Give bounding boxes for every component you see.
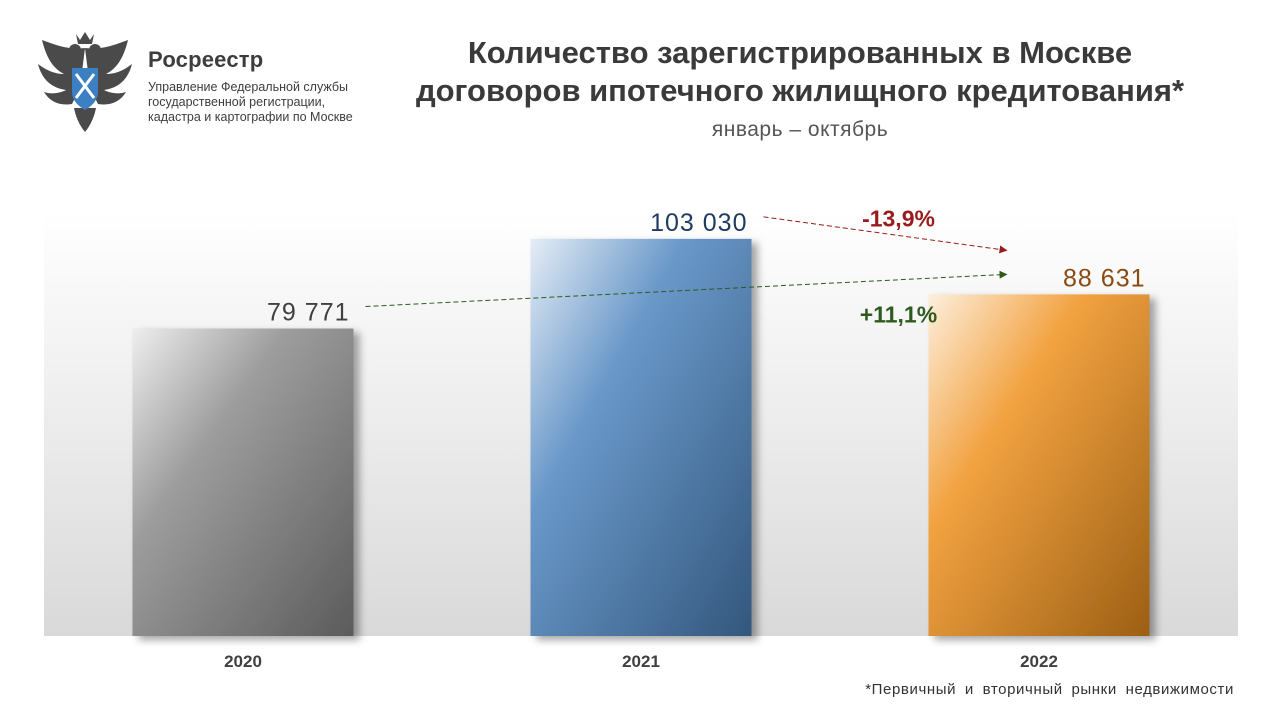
data-label-2021: 103 030 <box>650 209 747 237</box>
x-tick-label: 2021 <box>622 652 660 671</box>
bar-2022 <box>928 294 1150 636</box>
rosreestr-eagle-emblem-icon <box>38 32 132 132</box>
footnote: *Первичный и вторичный рынки недвижимост… <box>865 681 1234 698</box>
change-arrow <box>365 270 1008 308</box>
bar-2021 <box>530 238 752 636</box>
org-description: Управление Федеральной службы государств… <box>148 80 378 125</box>
change-annotation: +11,1% <box>860 301 937 327</box>
chart-title-line: договоров ипотечного жилищного кредитова… <box>415 73 1185 108</box>
data-label-2022: 88 631 <box>1063 264 1145 292</box>
x-tick-label: 2020 <box>224 652 262 671</box>
bar-2020 <box>132 328 354 636</box>
org-sub-line: государственной регистрации, <box>148 95 326 109</box>
change-annotation: -13,9% <box>862 205 935 231</box>
chart-subtitle: январь – октябрь <box>711 118 889 141</box>
change-arrow <box>763 216 1008 254</box>
chart-title-line: Количество зарегистрированных в Москве <box>467 35 1133 70</box>
chart-title: Количество зарегистрированных в Москве д… <box>360 34 1240 110</box>
org-sub-line: кадастра и картографии по Москве <box>148 110 353 124</box>
x-tick-label: 2022 <box>1020 652 1058 671</box>
data-label-2020: 79 771 <box>267 299 349 327</box>
org-name: Росреестр <box>148 47 264 72</box>
org-sub-line: Управление Федеральной службы <box>148 80 348 94</box>
